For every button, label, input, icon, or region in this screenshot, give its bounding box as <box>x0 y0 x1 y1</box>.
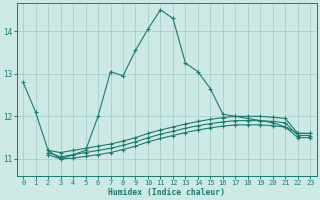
X-axis label: Humidex (Indice chaleur): Humidex (Indice chaleur) <box>108 188 225 197</box>
